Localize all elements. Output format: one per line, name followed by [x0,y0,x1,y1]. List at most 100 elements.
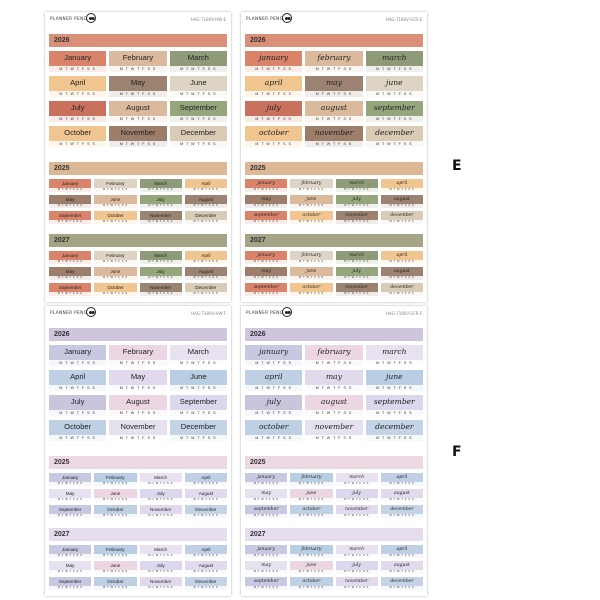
month-sticker-small[interactable]: June M T W T F S S [94,489,137,502]
month-sticker-small[interactable]: April M T W T F S S [184,179,227,192]
month-sticker-small[interactable]: June M T W T F S S [94,195,137,208]
month-sticker-small[interactable]: December M T W T F S S [184,211,227,224]
month-sticker-small[interactable]: march M T W T F S S [335,473,378,486]
month-sticker-small[interactable]: December M T W T F S S [184,505,227,518]
month-sticker-small[interactable]: March M T W T F S S [139,473,182,486]
month-sticker-large[interactable]: March M T W T F S S [169,345,227,366]
month-sticker-small[interactable]: July M T W T F S S [139,489,182,502]
month-sticker-large[interactable]: june M T W T F S S [365,370,423,391]
month-sticker-large[interactable]: April M T W T F S S [49,370,107,391]
month-sticker-large[interactable]: February M T W T F S S [109,51,167,72]
month-sticker-small[interactable]: april M T W T F S S [380,473,423,486]
month-sticker-small[interactable]: november M T W T F S S [335,577,378,590]
month-sticker-small[interactable]: April M T W T F S S [184,545,227,558]
month-sticker-large[interactable]: december M T W T F S S [365,126,423,147]
month-sticker-small[interactable]: february M T W T F S S [290,179,333,192]
month-sticker-small[interactable]: october M T W T F S S [290,283,333,296]
month-sticker-small[interactable]: june M T W T F S S [290,195,333,208]
month-sticker-small[interactable]: july M T W T F S S [335,489,378,502]
month-sticker-small[interactable]: October M T W T F S S [94,211,137,224]
month-sticker-small[interactable]: September M T W T F S S [49,211,92,224]
month-sticker-small[interactable]: July M T W T F S S [139,267,182,280]
month-sticker-large[interactable]: august M T W T F S S [305,395,363,416]
month-sticker-small[interactable]: August M T W T F S S [184,267,227,280]
month-sticker-large[interactable]: march M T W T F S S [365,345,423,366]
month-sticker-small[interactable]: May M T W T F S S [49,195,92,208]
month-sticker-small[interactable]: July M T W T F S S [139,195,182,208]
month-sticker-small[interactable]: june M T W T F S S [290,489,333,502]
month-sticker-small[interactable]: december M T W T F S S [380,577,423,590]
month-sticker-small[interactable]: october M T W T F S S [290,211,333,224]
month-sticker-large[interactable]: January M T W T F S S [49,51,107,72]
month-sticker-large[interactable]: december M T W T F S S [365,420,423,441]
month-sticker-large[interactable]: june M T W T F S S [365,76,423,97]
month-sticker-small[interactable]: january M T W T F S S [245,251,288,264]
sticker-sheet[interactable]: PLANNER PENGUIN HAG-7180V-HW-F 2026 January… [45,306,231,596]
month-sticker-large[interactable]: October M T W T F S S [49,126,107,147]
month-sticker-small[interactable]: september M T W T F S S [245,211,288,224]
month-sticker-small[interactable]: September M T W T F S S [49,577,92,590]
month-sticker-small[interactable]: January M T W T F S S [49,545,92,558]
month-sticker-large[interactable]: November M T W T F S S [109,126,167,147]
month-sticker-small[interactable]: may M T W T F S S [245,267,288,280]
month-sticker-small[interactable]: April M T W T F S S [184,251,227,264]
month-sticker-large[interactable]: may M T W T F S S [305,76,363,97]
month-sticker-small[interactable]: November M T W T F S S [139,211,182,224]
month-sticker-large[interactable]: December M T W T F S S [169,420,227,441]
month-sticker-small[interactable]: april M T W T F S S [380,179,423,192]
month-sticker-large[interactable]: february M T W T F S S [305,51,363,72]
month-sticker-small[interactable]: march M T W T F S S [335,545,378,558]
month-sticker-large[interactable]: August M T W T F S S [109,395,167,416]
month-sticker-large[interactable]: June M T W T F S S [169,76,227,97]
month-sticker-small[interactable]: august M T W T F S S [380,267,423,280]
month-sticker-large[interactable]: april M T W T F S S [245,370,303,391]
month-sticker-large[interactable]: february M T W T F S S [305,345,363,366]
month-sticker-large[interactable]: january M T W T F S S [245,51,303,72]
month-sticker-small[interactable]: may M T W T F S S [245,489,288,502]
month-sticker-small[interactable]: February M T W T F S S [94,545,137,558]
month-sticker-small[interactable]: july M T W T F S S [335,195,378,208]
month-sticker-large[interactable]: november M T W T F S S [305,420,363,441]
month-sticker-small[interactable]: july M T W T F S S [335,267,378,280]
month-sticker-large[interactable]: november M T W T F S S [305,126,363,147]
month-sticker-small[interactable]: may M T W T F S S [245,561,288,574]
month-sticker-large[interactable]: July M T W T F S S [49,101,107,122]
month-sticker-small[interactable]: August M T W T F S S [184,489,227,502]
month-sticker-large[interactable]: July M T W T F S S [49,395,107,416]
month-sticker-small[interactable]: January M T W T F S S [49,473,92,486]
month-sticker-large[interactable]: November M T W T F S S [109,420,167,441]
month-sticker-small[interactable]: September M T W T F S S [49,505,92,518]
month-sticker-small[interactable]: february M T W T F S S [290,545,333,558]
month-sticker-small[interactable]: march M T W T F S S [335,251,378,264]
month-sticker-small[interactable]: October M T W T F S S [94,505,137,518]
month-sticker-large[interactable]: may M T W T F S S [305,370,363,391]
month-sticker-small[interactable]: august M T W T F S S [380,489,423,502]
sticker-sheet[interactable]: PLANNER PENGUIN HAG-7180V-SCR-E 2026 januar… [241,12,427,302]
month-sticker-small[interactable]: November M T W T F S S [139,283,182,296]
month-sticker-small[interactable]: August M T W T F S S [184,195,227,208]
month-sticker-large[interactable]: august M T W T F S S [305,101,363,122]
month-sticker-small[interactable]: july M T W T F S S [335,561,378,574]
month-sticker-large[interactable]: march M T W T F S S [365,51,423,72]
month-sticker-large[interactable]: January M T W T F S S [49,345,107,366]
month-sticker-small[interactable]: September M T W T F S S [49,283,92,296]
month-sticker-small[interactable]: October M T W T F S S [94,577,137,590]
month-sticker-small[interactable]: December M T W T F S S [184,283,227,296]
month-sticker-large[interactable]: september M T W T F S S [365,395,423,416]
month-sticker-small[interactable]: september M T W T F S S [245,283,288,296]
month-sticker-small[interactable]: february M T W T F S S [290,251,333,264]
month-sticker-small[interactable]: march M T W T F S S [335,179,378,192]
month-sticker-large[interactable]: october M T W T F S S [245,420,303,441]
month-sticker-small[interactable]: March M T W T F S S [139,251,182,264]
month-sticker-small[interactable]: July M T W T F S S [139,561,182,574]
month-sticker-small[interactable]: january M T W T F S S [245,179,288,192]
month-sticker-small[interactable]: January M T W T F S S [49,179,92,192]
month-sticker-large[interactable]: october M T W T F S S [245,126,303,147]
month-sticker-small[interactable]: January M T W T F S S [49,251,92,264]
month-sticker-small[interactable]: january M T W T F S S [245,545,288,558]
month-sticker-small[interactable]: november M T W T F S S [335,283,378,296]
month-sticker-large[interactable]: May M T W T F S S [109,370,167,391]
month-sticker-small[interactable]: February M T W T F S S [94,473,137,486]
month-sticker-small[interactable]: May M T W T F S S [49,489,92,502]
month-sticker-large[interactable]: September M T W T F S S [169,101,227,122]
